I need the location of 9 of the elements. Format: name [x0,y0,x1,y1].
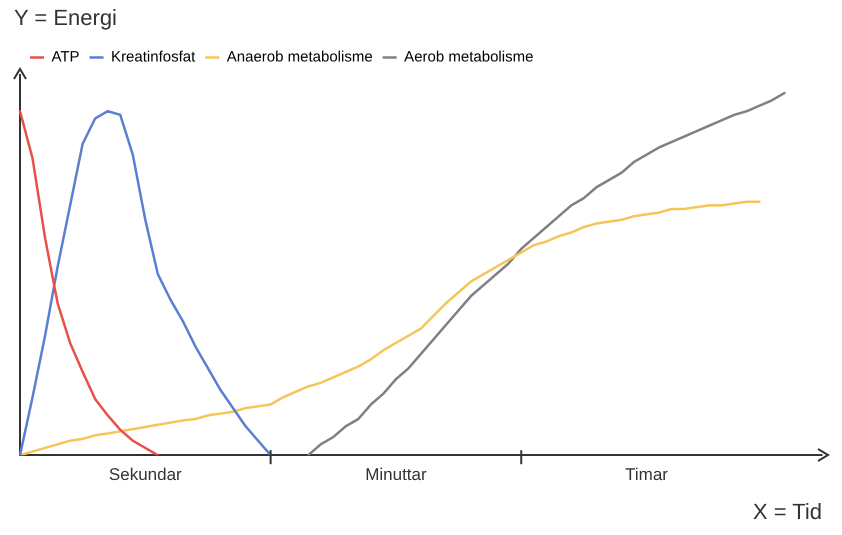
y-axis-title: Y = Energi [14,5,117,30]
legend-label: Anaerob metabolisme [226,48,373,66]
x-tick-label: Timar [625,465,668,484]
x-axis-title: X = Tid [752,498,822,524]
x-tick-label: Minuttar [365,465,427,484]
legend-label: Kreatinfosfat [111,48,196,66]
x-tick-label: Sekundar [108,465,182,484]
legend-label: Aerob metabolisme [404,48,534,66]
legend-label: ATP [52,48,80,66]
